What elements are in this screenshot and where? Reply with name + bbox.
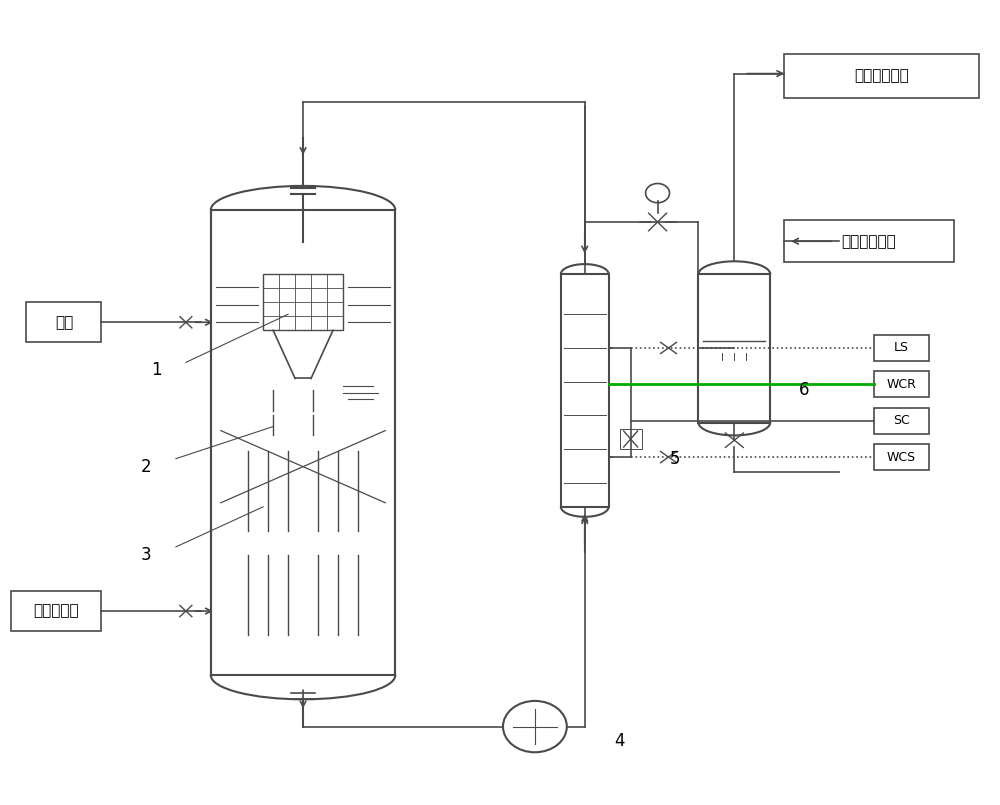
Text: 1: 1	[151, 361, 161, 379]
Bar	[11, 591, 101, 631]
Text: 6: 6	[799, 382, 809, 399]
Bar	[561, 275, 609, 507]
Bar	[784, 54, 979, 97]
Bar	[874, 444, 929, 470]
Text: 2: 2	[141, 458, 151, 476]
Text: SC: SC	[893, 415, 910, 427]
Bar	[263, 275, 343, 330]
Text: 气相至冷凝器: 气相至冷凝器	[855, 68, 909, 83]
Text: 5: 5	[669, 450, 680, 468]
Text: LS: LS	[894, 341, 909, 354]
Text: 3: 3	[141, 546, 151, 564]
Bar	[26, 302, 101, 342]
Bar	[211, 210, 395, 675]
Text: 下一个反应釜: 下一个反应釜	[842, 233, 896, 249]
Bar	[874, 335, 929, 361]
Text: WCS: WCS	[887, 451, 916, 464]
Text: 甘油: 甘油	[55, 315, 73, 330]
Bar	[874, 407, 929, 434]
Bar	[874, 371, 929, 398]
Bar	[620, 428, 642, 449]
Text: WCR: WCR	[886, 378, 916, 390]
Bar	[784, 221, 954, 262]
Text: 氯化氢气体: 氯化氢气体	[33, 604, 79, 618]
Text: 4: 4	[614, 732, 625, 750]
Bar	[698, 275, 770, 423]
